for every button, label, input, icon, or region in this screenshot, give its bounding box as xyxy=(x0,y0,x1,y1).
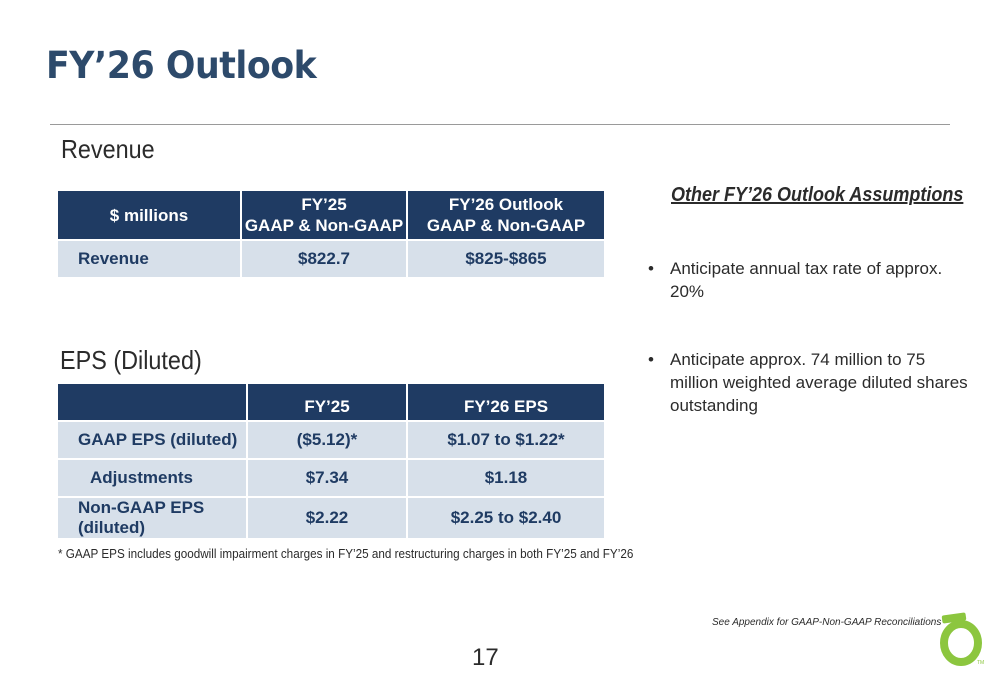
title-divider xyxy=(50,124,950,125)
assumptions-list: • Anticipate annual tax rate of approx. … xyxy=(648,257,968,417)
ring-logo-icon: TM xyxy=(940,612,984,666)
list-item: • Anticipate annual tax rate of approx. … xyxy=(648,257,968,303)
table-row: Adjustments $7.34 $1.18 xyxy=(58,458,604,496)
assumption-text: Anticipate annual tax rate of approx. 20… xyxy=(670,259,943,301)
eps-row-label: GAAP EPS (diluted) xyxy=(58,420,248,458)
eps-row-label: Non-GAAP EPS (diluted) xyxy=(58,496,248,538)
revenue-row-label: Revenue xyxy=(58,239,242,277)
eps-table-header: FY’25 FY’26 EPS xyxy=(58,384,604,420)
list-item: • Anticipate approx. 74 million to 75 mi… xyxy=(648,348,968,417)
revenue-header-units: $ millions xyxy=(58,191,242,239)
assumption-text: Anticipate approx. 74 million to 75 mill… xyxy=(670,350,968,415)
revenue-fy25-value: $822.7 xyxy=(242,239,408,277)
eps-header-fy26: FY’26 EPS xyxy=(408,384,604,420)
revenue-table: $ millions FY’25 GAAP & Non-GAAP FY’26 O… xyxy=(58,191,604,277)
appendix-note: See Appendix for GAAP-Non-GAAP Reconcili… xyxy=(712,617,942,628)
assumptions-heading: Other FY’26 Outlook Assumptions xyxy=(671,184,964,206)
eps-fy25-value: $2.22 xyxy=(248,496,408,538)
revenue-heading: Revenue xyxy=(61,134,155,164)
table-row: Revenue $822.7 $825-$865 xyxy=(58,239,604,277)
eps-table: FY’25 FY’26 EPS GAAP EPS (diluted) ($5.1… xyxy=(58,384,604,538)
table-row: Non-GAAP EPS (diluted) $2.22 $2.25 to $2… xyxy=(58,496,604,538)
bullet-icon: • xyxy=(648,259,654,278)
revenue-fy26-value: $825-$865 xyxy=(408,239,604,277)
eps-fy26-value: $2.25 to $2.40 xyxy=(408,496,604,538)
revenue-table-header: $ millions FY’25 GAAP & Non-GAAP FY’26 O… xyxy=(58,191,604,239)
eps-heading: EPS (Diluted) xyxy=(60,345,202,375)
page-number: 17 xyxy=(472,644,499,671)
bullet-icon: • xyxy=(648,350,654,369)
eps-header-blank xyxy=(58,384,248,420)
page-title: FY’26 Outlook xyxy=(46,44,317,87)
svg-text:TM: TM xyxy=(977,660,984,666)
revenue-header-fy25: FY’25 GAAP & Non-GAAP xyxy=(242,191,408,239)
eps-fy25-value: $7.34 xyxy=(248,458,408,496)
eps-fy26-value: $1.07 to $1.22* xyxy=(408,420,604,458)
eps-fy25-value: ($5.12)* xyxy=(248,420,408,458)
eps-row-label: Adjustments xyxy=(58,458,248,496)
eps-fy26-value: $1.18 xyxy=(408,458,604,496)
revenue-header-fy26: FY’26 Outlook GAAP & Non-GAAP xyxy=(408,191,604,239)
eps-header-fy25: FY’25 xyxy=(248,384,408,420)
table-row: GAAP EPS (diluted) ($5.12)* $1.07 to $1.… xyxy=(58,420,604,458)
eps-footnote: * GAAP EPS includes goodwill impairment … xyxy=(58,546,634,561)
